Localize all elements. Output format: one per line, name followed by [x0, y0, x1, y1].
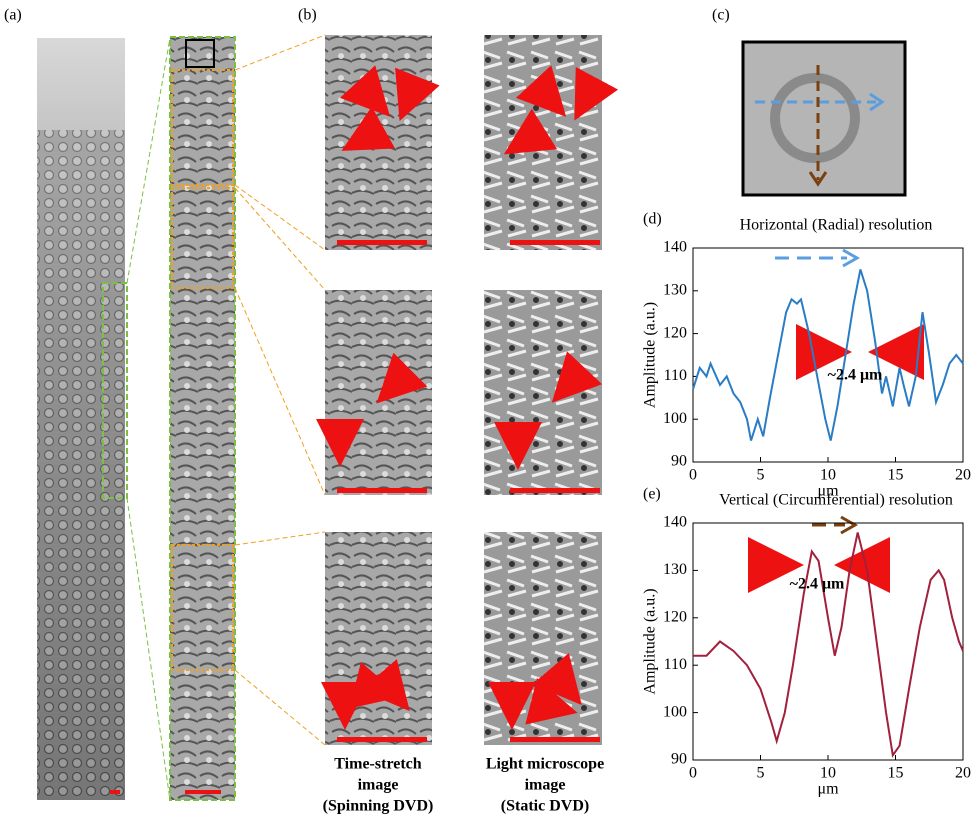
panel-label: (c) — [712, 7, 730, 24]
caption: Time-stretch — [334, 756, 421, 773]
panel-a-strip — [170, 35, 325, 800]
panel-a-image — [37, 38, 170, 800]
caption: image — [525, 777, 566, 794]
x-tick-label: 0 — [689, 765, 697, 782]
x-tick-label: 5 — [757, 765, 765, 782]
y-axis-label: Amplitude (a.u.) — [642, 302, 659, 408]
caption: (Spinning DVD) — [323, 798, 434, 815]
x-tick-label: 15 — [888, 467, 904, 484]
y-tick-label: 100 — [663, 410, 687, 427]
line-series — [693, 532, 963, 755]
panel-b-images — [325, 35, 602, 745]
x-tick-label: 15 — [888, 765, 904, 782]
y-tick-label: 130 — [663, 281, 687, 298]
chart-title: Horizontal (Radial) resolution — [740, 217, 933, 234]
x-tick-label: 20 — [955, 765, 971, 782]
caption: Light microscope — [486, 756, 604, 773]
caption: image — [358, 777, 399, 794]
chart-title: Vertical (Circumferential) resolution — [719, 492, 953, 509]
y-tick-label: 120 — [663, 608, 687, 625]
y-tick-label: 110 — [664, 656, 687, 673]
x-tick-label: 5 — [757, 467, 765, 484]
panel-label: (b) — [298, 7, 317, 24]
x-tick-label: 20 — [955, 467, 971, 484]
y-tick-label: 100 — [663, 703, 687, 720]
y-axis-label: Amplitude (a.u.) — [642, 588, 659, 694]
x-tick-label: 0 — [689, 467, 697, 484]
y-tick-label: 130 — [663, 561, 687, 578]
y-tick-label: 120 — [663, 324, 687, 341]
panel-c-image — [743, 42, 905, 195]
x-tick-label: 10 — [820, 467, 836, 484]
chart-label: (d) — [643, 211, 662, 228]
x-axis-label: μm — [817, 781, 839, 798]
y-tick-label: 140 — [663, 514, 687, 531]
chart-label: (e) — [643, 486, 661, 503]
y-tick-label: 90 — [671, 453, 687, 470]
annotation: ~2.4 μm — [828, 367, 883, 384]
figure: (a) (b) (c) Time-stretch image (Spinning D… — [0, 0, 977, 821]
y-tick-label: 140 — [663, 239, 687, 256]
y-tick-label: 90 — [671, 751, 687, 768]
caption: (Static DVD) — [501, 798, 589, 815]
annotation: ~2.4 μm — [790, 576, 845, 593]
panel-label: (a) — [4, 7, 22, 24]
y-tick-label: 110 — [664, 367, 687, 384]
plot-frame — [693, 523, 963, 760]
x-tick-label: 10 — [820, 765, 836, 782]
